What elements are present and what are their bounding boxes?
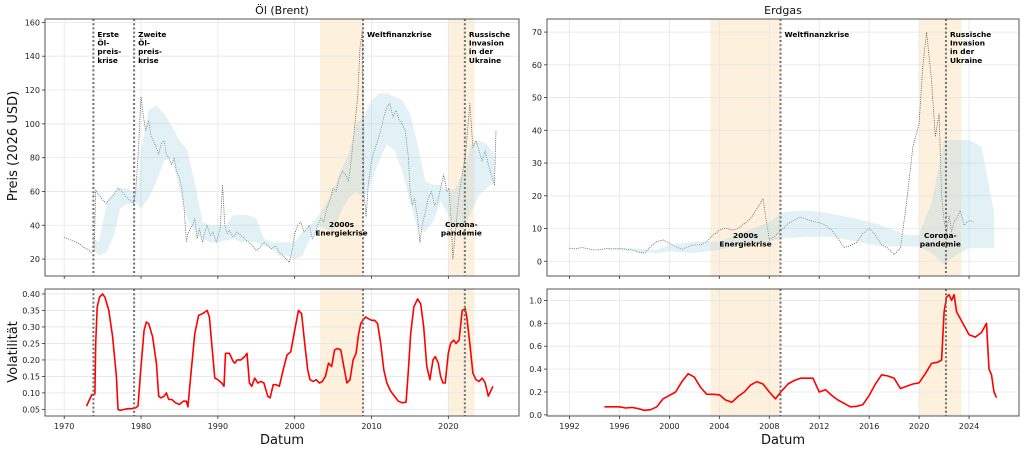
y-tick-label: 0.10	[22, 389, 40, 398]
period-label-energy2000s: Energiekrise	[315, 228, 367, 237]
price-line	[569, 31, 975, 256]
x-tick-label: 1970	[54, 422, 74, 431]
y-tick-label: 40	[30, 221, 40, 230]
event-label-ukraine: Russische	[950, 30, 991, 39]
x-tick-label: 2004	[709, 422, 729, 431]
period-label-energy2000s: 2000s	[733, 231, 759, 240]
gas-panel-title: Erdgas	[764, 4, 802, 17]
axes-frame	[546, 288, 1020, 417]
event-label-oil1: krise	[97, 56, 118, 65]
y-tick-label: 0.2	[529, 388, 542, 397]
oil-panel-title: Öl (Brent)	[255, 4, 309, 17]
x-tick-label: 2010	[361, 422, 381, 431]
x-tick-label: 1990	[208, 422, 228, 431]
y-tick-label: 140	[25, 52, 40, 61]
y-tick-label: 0.8	[529, 319, 542, 328]
y-tick-label: 0.30	[22, 323, 40, 332]
oil-price-ylabel: Preis (2026 USD)	[6, 91, 21, 201]
event-label-gfc: Weltfinanzkrise	[367, 30, 432, 39]
axes-frame	[44, 18, 520, 277]
y-tick-label: 160	[25, 18, 40, 27]
y-tick-label: 10	[532, 225, 542, 234]
y-tick-label: 0.35	[22, 306, 40, 315]
volatility-line	[604, 293, 998, 412]
event-label-oil1: preis-	[97, 47, 121, 56]
y-tick-label: 100	[25, 120, 40, 129]
period-shade-energy2000s	[320, 19, 364, 276]
x-tick-label: 1980	[131, 422, 151, 431]
y-tick-label: 1.0	[529, 296, 542, 305]
x-tick-label: 1992	[559, 422, 579, 431]
period-shade-energy2000s	[710, 19, 781, 276]
gas-xlabel: Datum	[761, 433, 805, 448]
oil-vol-ylabel: Volatilität	[6, 321, 21, 383]
y-tick-label: 30	[532, 159, 542, 168]
period-shade-energy2000s	[710, 289, 781, 416]
y-tick-label: 0	[537, 257, 542, 266]
volatility-line	[85, 293, 494, 412]
event-label-gfc: Weltfinanzkrise	[785, 30, 850, 39]
x-tick-label: 2000	[659, 422, 679, 431]
event-label-oil1: Öl-	[97, 39, 109, 48]
y-tick-label: 0.0	[529, 411, 542, 420]
y-tick-label: 0.05	[22, 405, 40, 414]
y-tick-label: 50	[532, 94, 542, 103]
axes-frame	[546, 18, 1020, 277]
period-label-energy2000s: Energiekrise	[719, 240, 771, 249]
volatility-band	[606, 140, 994, 265]
y-tick-label: 70	[532, 28, 542, 37]
axes-frame	[44, 288, 520, 417]
x-tick-label: 2000	[284, 422, 304, 431]
y-tick-label: 0.20	[22, 356, 40, 365]
period-label-corona: pandemie	[920, 240, 961, 249]
event-label-oil1: Erste	[97, 30, 119, 39]
period-label-energy2000s: 2000s	[329, 220, 355, 229]
y-tick-label: 0.4	[529, 365, 542, 374]
plot-area	[45, 19, 519, 276]
y-tick-label: 60	[30, 187, 40, 196]
oil-xlabel: Datum	[260, 433, 304, 448]
y-tick-label: 0.6	[529, 342, 542, 351]
event-label-oil2: krise	[138, 56, 159, 65]
event-label-oil2: preis-	[138, 47, 162, 56]
event-label-ukraine: Invasion	[950, 39, 985, 48]
event-label-ukraine: in der	[950, 47, 975, 56]
x-tick-label: 1996	[609, 422, 629, 431]
y-tick-label: 0.25	[22, 339, 40, 348]
period-label-corona: pandemie	[441, 228, 482, 237]
x-tick-label: 2008	[759, 422, 779, 431]
event-label-ukraine: Invasion	[469, 39, 504, 48]
gas_price-panel: 0 10 20 30 40 50 60 70 Weltfinanzkrise RussischeI…	[532, 18, 1020, 279]
y-tick-label: 40	[532, 126, 542, 135]
x-tick-label: 2020	[438, 422, 458, 431]
volatility-band	[93, 93, 495, 260]
y-tick-label: 80	[30, 154, 40, 163]
period-label-corona: Corona-	[924, 231, 957, 240]
oil_volatility-panel: 1970 1980 1990 2000 2010 2020 0.05 0.10 0.15 0.20…	[22, 288, 520, 431]
event-label-ukraine: Ukraine	[469, 56, 501, 65]
x-tick-label: 2016	[859, 422, 879, 431]
x-tick-label: 2024	[959, 422, 979, 431]
period-shade-corona	[448, 19, 475, 276]
event-label-oil2: Zweite	[138, 30, 166, 39]
period-shade-corona	[919, 289, 962, 416]
event-label-ukraine: Russische	[469, 30, 510, 39]
y-tick-label: 20	[532, 192, 542, 201]
y-tick-label: 120	[25, 86, 40, 95]
x-tick-label: 2020	[909, 422, 929, 431]
y-tick-label: 0.40	[22, 290, 40, 299]
y-tick-label: 0.15	[22, 372, 40, 381]
y-tick-label: 60	[532, 61, 542, 70]
y-tick-label: 20	[30, 255, 40, 264]
event-label-oil2: Öl-	[138, 39, 150, 48]
event-label-ukraine: Ukraine	[950, 56, 982, 65]
gas_volatility-panel: 1992 1996 2000 2004 2008 2012 2016 2020 2024 0.0 0…	[529, 288, 1020, 431]
x-tick-label: 2012	[809, 422, 829, 431]
period-shade-corona	[919, 19, 962, 276]
oil_price-panel: 20406080100120140160ErsteÖl-preis-kriseZ…	[25, 18, 520, 279]
event-label-ukraine: in der	[469, 47, 494, 56]
period-label-corona: Corona-	[445, 220, 478, 229]
